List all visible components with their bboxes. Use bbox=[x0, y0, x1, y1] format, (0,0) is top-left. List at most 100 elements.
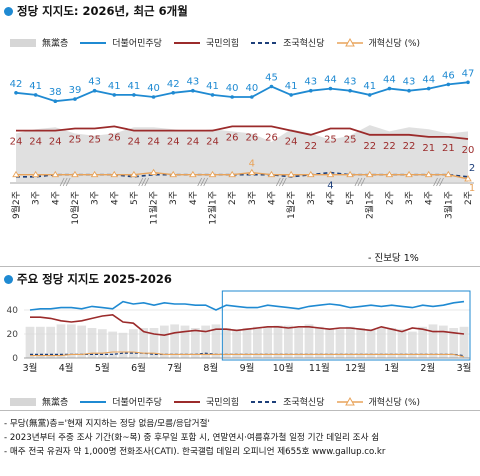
bottom-series-reform-line bbox=[30, 351, 465, 358]
unaffiliated-bar bbox=[273, 325, 283, 358]
unaffiliated-bar bbox=[418, 326, 428, 358]
ppp-data-label: 24 bbox=[128, 137, 141, 148]
unaffiliated-bar bbox=[159, 325, 169, 358]
dpk-point bbox=[466, 80, 470, 85]
dpk-data-label: 44 bbox=[324, 75, 337, 86]
legend-label-ppp: 국민의힘 bbox=[205, 39, 240, 49]
unaffiliated-bar bbox=[449, 328, 459, 358]
ppp-data-label: 26 bbox=[265, 132, 278, 143]
dpk-data-label: 41 bbox=[363, 81, 376, 92]
dpk-data-label: 46 bbox=[442, 70, 455, 81]
dpk-point bbox=[250, 95, 254, 99]
legend-swatch-unaffiliated bbox=[10, 38, 36, 47]
reform-marker bbox=[71, 170, 79, 178]
unaffiliated-bar bbox=[387, 328, 397, 358]
reform-marker bbox=[365, 170, 374, 178]
dpk-data-label: 42 bbox=[10, 79, 23, 90]
bottom-title-text: 주요 정당 지지도 2025-2026 bbox=[17, 272, 172, 286]
section-divider bbox=[0, 266, 480, 267]
legend-swatch-rebuild bbox=[251, 41, 278, 44]
reform-marker bbox=[31, 170, 40, 178]
top-x-tick-label: 3주 bbox=[90, 191, 101, 205]
bottom-x-tick-label: 6월 bbox=[131, 362, 146, 374]
ppp-data-label: 26 bbox=[245, 132, 258, 143]
dpk-point bbox=[112, 93, 117, 97]
unaffiliated-bar bbox=[128, 329, 138, 358]
reform-marker bbox=[169, 170, 178, 178]
ppp-data-label: 26 bbox=[226, 132, 239, 143]
bottom-y-tick-label: 0 bbox=[12, 354, 18, 364]
top-x-tick-label: 4주 bbox=[325, 191, 336, 205]
unaffiliated-bar bbox=[356, 328, 366, 358]
unaffiliated-bar bbox=[201, 325, 211, 358]
legend-item-unaffiliated: 無黨층 bbox=[10, 36, 68, 49]
ppp-data-label: 22 bbox=[304, 141, 317, 152]
ppp-data-label: 24 bbox=[206, 137, 219, 148]
top-x-tick-label: 11월2주 bbox=[148, 191, 160, 225]
bullet-icon bbox=[4, 6, 13, 16]
series-ppp-line bbox=[16, 125, 469, 140]
ppp-data-label: 22 bbox=[363, 141, 376, 152]
bullet-icon bbox=[4, 274, 13, 284]
unaffiliated-bar bbox=[428, 324, 438, 358]
legend-item-unaffiliated: 無黨층 bbox=[10, 395, 68, 408]
ppp-data-label: 24 bbox=[49, 137, 62, 148]
bottom-chart-title: 주요 정당 지지도 2025-2026 bbox=[4, 271, 172, 287]
dpk-data-label: 40 bbox=[226, 83, 239, 94]
unaffiliated-bar bbox=[56, 324, 66, 358]
dpk-point bbox=[308, 88, 313, 93]
bottom-x-tick-label: 4월 bbox=[59, 362, 74, 374]
footnotes: - 무당(無黨)층='현재 지지하는 정당 없음/모름/응답거절' - 2023… bbox=[4, 417, 385, 459]
legend-label-ppp: 국민의힘 bbox=[205, 398, 240, 408]
legend-label-unaffiliated: 無黨층 bbox=[42, 398, 69, 408]
top-x-tick-label: 12월1주 bbox=[207, 191, 219, 225]
dpk-data-label: 39 bbox=[69, 85, 82, 96]
top-x-tick-label: 3주 bbox=[404, 191, 415, 205]
recent-6-months-highlight bbox=[221, 290, 471, 361]
minor-data-label: 2 bbox=[469, 163, 475, 174]
minor-data-label: 4 bbox=[249, 159, 255, 170]
dpk-data-label: 41 bbox=[108, 81, 121, 92]
dpk-point bbox=[33, 93, 38, 97]
dpk-point bbox=[73, 97, 77, 101]
top-title-text: 정당 지지도: 2026년, 최근 6개월 bbox=[17, 4, 188, 18]
footnote-2: - 2023년부터 주중 조사 기간(화~목) 중 후무일 포함 시, 연말연시… bbox=[4, 433, 380, 443]
reform-marker bbox=[346, 170, 354, 178]
dpk-data-label: 41 bbox=[206, 81, 219, 92]
top-x-tick-label: 2주 bbox=[227, 191, 238, 205]
reform-marker bbox=[444, 170, 453, 178]
reform-marker bbox=[208, 170, 217, 178]
dpk-point bbox=[407, 88, 411, 93]
unaffiliated-bar bbox=[335, 329, 345, 358]
unaffiliated-bar bbox=[221, 328, 231, 358]
legend-label-unaffiliated: 無黨층 bbox=[42, 39, 69, 49]
reform-marker bbox=[189, 170, 197, 178]
legend-swatch-dpk bbox=[80, 400, 107, 403]
unaffiliated-bar bbox=[149, 328, 159, 358]
dpk-data-label: 47 bbox=[462, 68, 475, 79]
top-x-tick-label: 4주 bbox=[266, 191, 277, 205]
axis-break-gap-dec bbox=[197, 177, 209, 187]
bottom-x-tick-label: 5월 bbox=[95, 362, 110, 374]
top-x-tick-label: 2주 bbox=[384, 191, 395, 205]
top-x-tick-label: 3주 bbox=[247, 191, 258, 205]
legend-label-rebuild: 조국혁신당 bbox=[283, 39, 325, 49]
unaffiliated-bar bbox=[304, 324, 314, 358]
ppp-data-label: 22 bbox=[403, 141, 416, 152]
unaffiliated-bar bbox=[397, 329, 407, 358]
dpk-point bbox=[387, 86, 392, 91]
footnote-divider bbox=[0, 410, 480, 411]
dpk-point bbox=[269, 84, 274, 89]
unaffiliated-bar bbox=[252, 326, 262, 358]
top-x-tick-label: 4주 bbox=[50, 191, 61, 205]
minor-data-label: 4 bbox=[327, 181, 333, 192]
top-x-tick-label: 10월2주 bbox=[69, 191, 81, 225]
legend-swatch-ppp bbox=[173, 400, 200, 403]
ppp-data-label: 21 bbox=[422, 143, 435, 154]
top-x-tick-label: 3주 bbox=[306, 191, 317, 205]
reform-marker bbox=[12, 170, 20, 178]
axis-break-gap-oct bbox=[59, 177, 71, 187]
unaffiliated-bar bbox=[294, 328, 304, 358]
ppp-data-label: 25 bbox=[324, 135, 337, 146]
